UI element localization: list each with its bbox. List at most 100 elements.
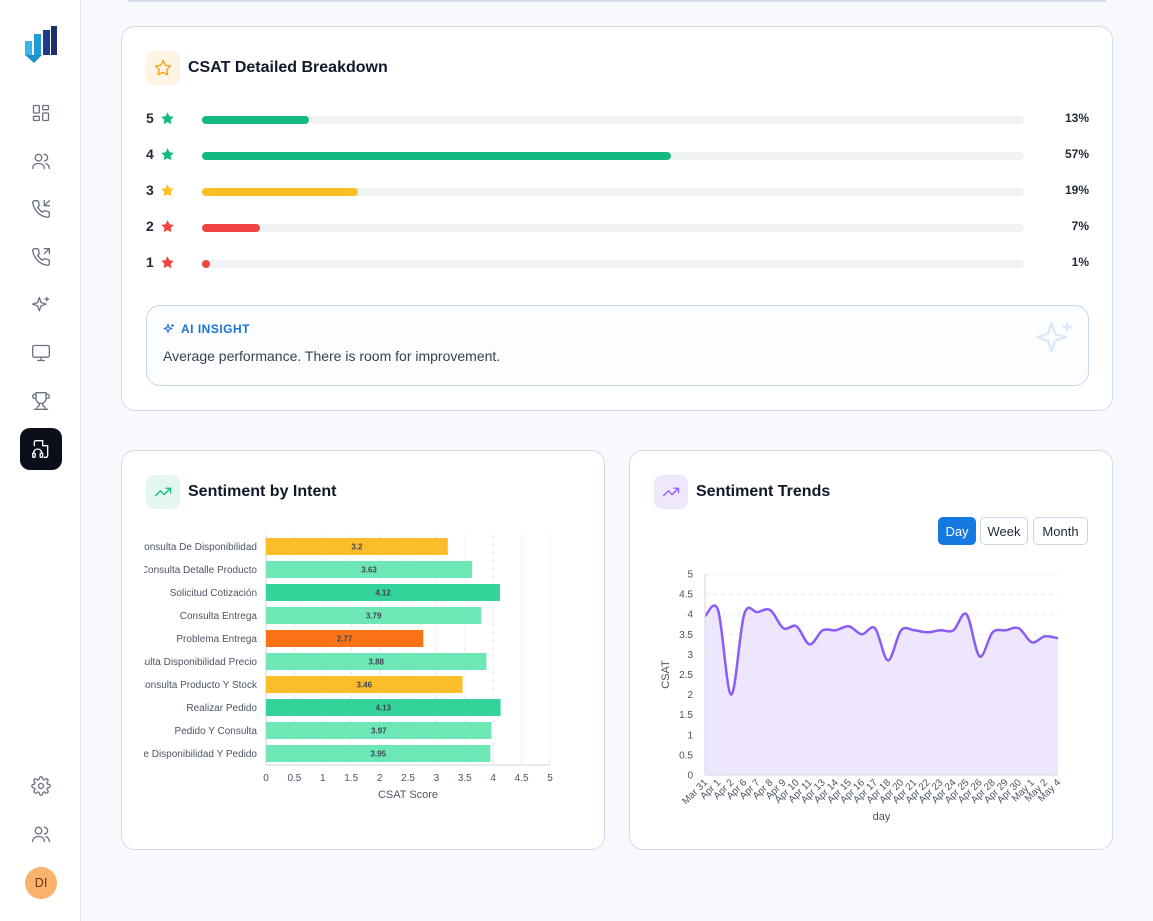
nav-team[interactable] — [20, 813, 62, 855]
nav-incoming-calls[interactable] — [20, 188, 62, 230]
nav-dashboard[interactable] — [20, 92, 62, 134]
csat-rating-label: 2 — [146, 218, 154, 234]
x-tick-label: 0 — [263, 773, 269, 784]
csat-bar-fill — [202, 152, 671, 160]
y-tick-label: 4.5 — [679, 590, 693, 601]
y-tick-label: 0 — [687, 771, 693, 782]
csat-rating-label: 4 — [146, 146, 154, 162]
trend-area — [705, 605, 1058, 775]
y-tick-label: Pedido Y Consulta — [175, 726, 258, 737]
csat-bar-track — [202, 260, 1024, 268]
monitor-icon — [32, 344, 50, 362]
x-tick-label: 2.5 — [401, 773, 415, 784]
x-axis-title: day — [873, 811, 891, 823]
x-tick-label: 3 — [434, 773, 440, 784]
x-tick-label: 4.5 — [515, 773, 529, 784]
csat-bar-fill — [202, 224, 260, 232]
gear-icon — [31, 776, 51, 796]
sparkles-icon — [163, 323, 175, 334]
x-tick-label: 1 — [320, 773, 326, 784]
csat-row-4: 4 57% — [146, 146, 1089, 163]
nav-ai[interactable] — [20, 284, 62, 326]
y-tick-label: Consulta Producto Y Stock — [138, 680, 258, 691]
csat-percent: 19% — [1064, 183, 1089, 197]
csat-row-1: 1 1% — [146, 254, 1089, 271]
y-tick-label: 1.5 — [679, 710, 693, 721]
bar — [266, 699, 501, 716]
y-tick-labels: Consulta De Disponibilidad Consulta Detal… — [122, 542, 258, 760]
csat-bar-fill — [202, 116, 309, 124]
toggle-day[interactable]: Day — [938, 517, 976, 545]
bar-value-label: 3.2 — [351, 543, 363, 552]
sidebar: DI — [0, 0, 81, 921]
y-tick-label: Realizar Pedido — [186, 703, 257, 714]
y-tick-label: Consulta De Disponibilidad Y Pedido — [122, 749, 257, 760]
intent-icon-box — [146, 475, 180, 509]
y-tick-label: Consulta Disponibilidad Precio — [122, 657, 257, 668]
nav-settings[interactable] — [20, 765, 62, 807]
trending-up-icon — [662, 487, 680, 497]
nav-outgoing-calls[interactable] — [20, 236, 62, 278]
toggle-month[interactable]: Month — [1033, 517, 1088, 545]
trends-card-header: Sentiment Trends — [654, 475, 830, 509]
previous-card-edge — [128, 0, 1106, 2]
ai-insight-text: Average performance. There is room for i… — [163, 348, 501, 364]
y-axis-title: CSAT — [660, 660, 672, 689]
outgoing-call-icon — [32, 247, 51, 266]
ai-insight-header: AI INSIGHT — [163, 322, 250, 336]
nav-call-analysis[interactable] — [20, 428, 62, 470]
y-tick-label: 4 — [687, 610, 693, 621]
nav-users[interactable] — [20, 140, 62, 182]
y-tick-label: 2.5 — [679, 670, 693, 681]
star-icon — [161, 148, 174, 161]
trends-card-title: Sentiment Trends — [696, 483, 831, 500]
csat-bar-track — [202, 188, 1024, 196]
csat-percent: 7% — [1071, 219, 1089, 233]
x-tick-label: 1.5 — [344, 773, 358, 784]
star-icon — [161, 184, 174, 197]
sentiment-by-intent-card: Sentiment by Intent 0 0.5 1 1.5 2 2.5 3 3.5 4 4.5… — [121, 450, 605, 850]
csat-bar-track — [202, 224, 1024, 232]
bar — [266, 745, 491, 762]
dashboard-icon — [32, 104, 50, 122]
bar-value-label: 3.46 — [356, 681, 372, 690]
headset-document-icon — [31, 440, 49, 458]
x-tick-label: 2 — [377, 773, 383, 784]
csat-bar-fill — [202, 188, 359, 196]
nav-monitor[interactable] — [20, 332, 62, 374]
y-tick-label: 0.5 — [679, 750, 693, 761]
trends-icon-box — [654, 475, 688, 509]
x-tick-label: 3.5 — [458, 773, 472, 784]
bar — [266, 584, 501, 601]
trending-up-icon — [154, 487, 172, 497]
bar-value-label: 3.79 — [366, 612, 382, 621]
csat-percent: 57% — [1064, 147, 1089, 161]
y-tick-label: 3.5 — [679, 630, 693, 641]
nav-trophy[interactable] — [20, 380, 62, 422]
bar-value-label: 4.13 — [376, 704, 392, 713]
y-tick-label: 2 — [687, 690, 693, 701]
csat-card-header: CSAT Detailed Breakdown — [146, 51, 388, 85]
bar-value-label: 3.97 — [371, 727, 387, 736]
csat-rating-label: 5 — [146, 110, 154, 126]
csat-row-5: 5 13% — [146, 110, 1089, 127]
app-logo[interactable] — [22, 24, 60, 64]
ai-insight-box: AI INSIGHT Average performance. There is… — [146, 305, 1089, 386]
sparkles-decoration-icon — [1036, 322, 1072, 353]
y-tick-label: Consulta Entrega — [180, 611, 258, 622]
star-icon — [161, 256, 174, 269]
toggle-week[interactable]: Week — [980, 517, 1028, 545]
csat-bar-fill — [202, 260, 211, 268]
y-tick-label: 5 — [687, 570, 693, 581]
bar-value-label: 2.77 — [337, 635, 353, 644]
csat-percent: 13% — [1064, 111, 1089, 125]
csat-row-3: 3 19% — [146, 182, 1089, 199]
intent-bar-chart: 0 0.5 1 1.5 2 2.5 3 3.5 4 4.5 5 Consulta De Disponi… — [122, 535, 553, 801]
y-tick-label: Solicitud Cotización — [170, 588, 257, 599]
star-icon — [161, 112, 174, 125]
user-avatar[interactable]: DI — [25, 867, 57, 899]
csat-bar-track — [202, 152, 1024, 160]
bar — [266, 607, 482, 624]
bar-value-label: 4.12 — [375, 589, 391, 598]
